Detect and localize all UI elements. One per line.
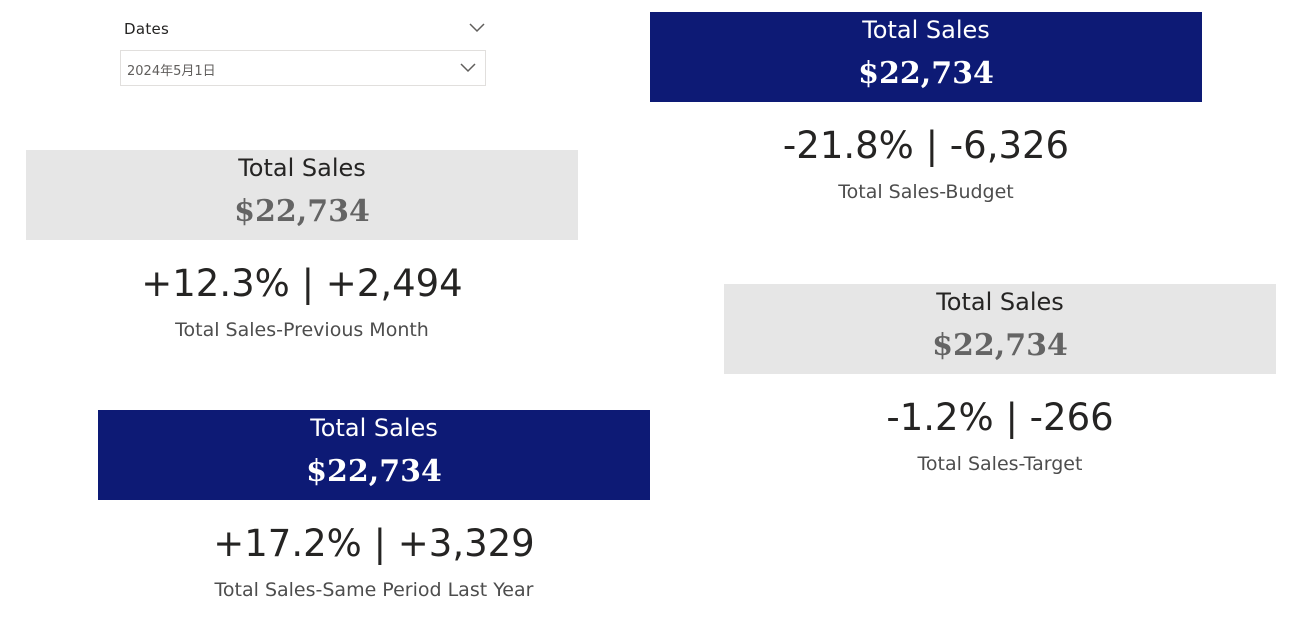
chevron-down-icon[interactable] — [457, 59, 479, 77]
card-value: $22,734 — [306, 454, 442, 489]
previous-month-variance-label: Total Sales-Previous Month — [175, 319, 429, 341]
slicer-header[interactable]: Dates — [120, 14, 488, 44]
target-variance-label: Total Sales-Target — [917, 453, 1083, 475]
target-variance: -1.2% | -266 — [886, 396, 1114, 439]
card-title: Total Sales — [310, 414, 438, 442]
card-value: $22,734 — [234, 194, 370, 229]
total-sales-card-budget: Total Sales $22,734 — [650, 12, 1202, 102]
selected-date: 2024年5月1日 — [127, 64, 216, 79]
same-period-last-year-variance-label: Total Sales-Same Period Last Year — [214, 579, 534, 601]
card-title: Total Sales — [862, 16, 990, 44]
card-value: $22,734 — [932, 328, 1068, 363]
same-period-last-year-variance: +17.2% | +3,329 — [213, 522, 535, 565]
slicer-title: Dates — [124, 20, 170, 38]
date-dropdown[interactable]: 2024年5月1日 — [120, 50, 486, 86]
total-sales-card-same-period-last-year: Total Sales $22,734 — [98, 410, 650, 500]
chevron-down-icon[interactable] — [466, 18, 488, 38]
total-sales-card-previous-month: Total Sales $22,734 — [26, 150, 578, 240]
previous-month-variance: +12.3% | +2,494 — [141, 262, 463, 305]
card-title: Total Sales — [936, 288, 1064, 316]
total-sales-card-target: Total Sales $22,734 — [724, 284, 1276, 374]
card-value: $22,734 — [858, 56, 994, 91]
budget-variance: -21.8% | -6,326 — [782, 124, 1070, 167]
dates-slicer: Dates 2024年5月1日 — [120, 14, 488, 90]
card-title: Total Sales — [238, 154, 366, 182]
budget-variance-label: Total Sales-Budget — [838, 181, 1014, 203]
